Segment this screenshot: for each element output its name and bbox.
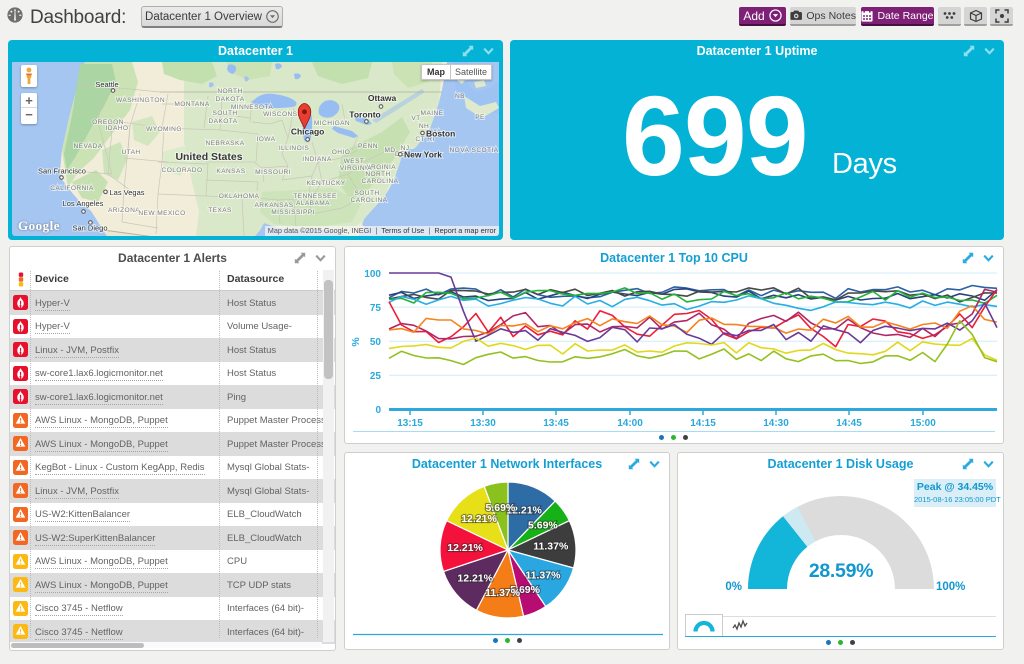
svg-text:PENN: PENN xyxy=(358,143,378,150)
svg-text:Las Vegas: Las Vegas xyxy=(110,188,145,197)
svg-text:WASHINGTON: WASHINGTON xyxy=(116,97,165,104)
svg-text:KANSAS: KANSAS xyxy=(216,168,245,175)
svg-text:75: 75 xyxy=(370,303,382,314)
svg-text:ILLINOIS: ILLINOIS xyxy=(279,145,310,152)
svg-text:KENTUCKY: KENTUCKY xyxy=(306,180,345,187)
svg-text:WISCONSIN: WISCONSIN xyxy=(263,111,305,118)
svg-text:100: 100 xyxy=(364,269,381,280)
svg-text:Seattle: Seattle xyxy=(95,80,118,89)
svg-text:NEVADA: NEVADA xyxy=(73,143,102,150)
svg-text:25: 25 xyxy=(370,371,382,382)
svg-text:50: 50 xyxy=(370,337,382,348)
svg-text:13:45: 13:45 xyxy=(543,418,569,429)
svg-text:Toronto: Toronto xyxy=(349,110,380,120)
svg-text:DAKOTA: DAKOTA xyxy=(208,118,237,125)
svg-text:11.37%: 11.37% xyxy=(485,587,521,599)
svg-text:14:00: 14:00 xyxy=(617,418,643,429)
svg-text:MICHIGAN: MICHIGAN xyxy=(314,120,350,127)
svg-text:5.69%: 5.69% xyxy=(510,584,540,596)
svg-text:CT RI: CT RI xyxy=(415,136,434,143)
svg-text:CALIFORNIA: CALIFORNIA xyxy=(50,185,94,192)
svg-text:15:00: 15:00 xyxy=(910,418,936,429)
svg-text:Chicago: Chicago xyxy=(291,127,325,137)
svg-text:DAKOTA: DAKOTA xyxy=(215,96,244,103)
svg-text:INDIANA: INDIANA xyxy=(302,156,332,163)
svg-text:WEST: WEST xyxy=(344,158,365,165)
svg-text:ARIZONA: ARIZONA xyxy=(108,207,140,214)
svg-text:TEXAS: TEXAS xyxy=(208,207,232,214)
svg-text:NJ: NJ xyxy=(401,145,410,152)
svg-text:WYOMING: WYOMING xyxy=(146,126,182,133)
svg-text:0: 0 xyxy=(375,405,381,416)
svg-text:COLORADO: COLORADO xyxy=(162,167,203,174)
svg-text:NORTH: NORTH xyxy=(365,171,390,178)
svg-text:SOUTH: SOUTH xyxy=(212,110,237,117)
svg-text:NEW MEXICO: NEW MEXICO xyxy=(138,210,185,217)
svg-text:MD: MD xyxy=(384,147,395,154)
svg-text:MISSOURI: MISSOURI xyxy=(255,169,291,176)
svg-text:TENNESSEE: TENNESSEE xyxy=(293,193,337,200)
svg-text:PE: PE xyxy=(475,114,485,121)
svg-text:Boston: Boston xyxy=(426,129,455,139)
svg-text:OREGON: OREGON xyxy=(92,119,124,126)
svg-text:12.21%: 12.21% xyxy=(447,542,483,554)
svg-text:United States: United States xyxy=(175,151,242,163)
svg-text:VIRGINIA: VIRGINIA xyxy=(340,165,372,172)
svg-text:14:45: 14:45 xyxy=(836,418,862,429)
svg-text:%: % xyxy=(350,337,362,347)
svg-text:12.21%: 12.21% xyxy=(457,572,493,584)
svg-text:CAROLINA: CAROLINA xyxy=(362,178,399,185)
svg-text:0%: 0% xyxy=(725,581,742,593)
svg-text:5.69%: 5.69% xyxy=(486,502,516,514)
svg-text:Ottawa: Ottawa xyxy=(368,93,397,103)
svg-text:San Diego: San Diego xyxy=(72,224,107,233)
svg-text:13:15: 13:15 xyxy=(397,418,423,429)
svg-text:13:30: 13:30 xyxy=(470,418,496,429)
svg-text:11.37%: 11.37% xyxy=(533,541,569,553)
svg-text:MONTANA: MONTANA xyxy=(174,101,209,108)
svg-text:NEBRASKA: NEBRASKA xyxy=(205,140,244,147)
svg-text:OHIO: OHIO xyxy=(332,149,350,156)
svg-text:New York: New York xyxy=(404,150,442,160)
svg-text:UTAH: UTAH xyxy=(121,149,140,156)
svg-text:NOVA SCOTIA: NOVA SCOTIA xyxy=(450,147,499,154)
svg-text:ARKANSAS: ARKANSAS xyxy=(254,202,293,209)
svg-text:MISSISSIPPI: MISSISSIPPI xyxy=(271,209,315,216)
svg-text:OKLAHOMA: OKLAHOMA xyxy=(219,193,260,200)
svg-text:14:30: 14:30 xyxy=(763,418,789,429)
svg-text:NORTH: NORTH xyxy=(217,88,242,95)
svg-text:ALABAMA: ALABAMA xyxy=(296,200,330,207)
svg-text:12.21%: 12.21% xyxy=(506,505,542,517)
svg-text:VIRGINIA: VIRGINIA xyxy=(364,164,396,171)
svg-text:San Francisco: San Francisco xyxy=(38,167,86,176)
svg-text:11.37%: 11.37% xyxy=(525,570,561,582)
svg-text:MA: MA xyxy=(431,129,442,136)
svg-text:MINNESOTA: MINNESOTA xyxy=(231,104,274,111)
svg-text:IOWA: IOWA xyxy=(257,136,276,143)
svg-text:CAROLINA: CAROLINA xyxy=(351,197,388,204)
svg-text:SOUTH: SOUTH xyxy=(354,190,379,197)
svg-text:14:15: 14:15 xyxy=(690,418,716,429)
svg-text:28.59%: 28.59% xyxy=(809,560,873,582)
svg-text:12.21%: 12.21% xyxy=(461,513,497,525)
svg-text:NB: NB xyxy=(455,93,465,100)
svg-text:NH: NH xyxy=(419,123,429,130)
svg-text:MAINE: MAINE xyxy=(421,110,444,117)
svg-text:Los Angeles: Los Angeles xyxy=(63,199,104,208)
svg-text:IDAHO: IDAHO xyxy=(106,125,129,132)
svg-text:VT: VT xyxy=(411,115,420,122)
svg-text:5.69%: 5.69% xyxy=(528,519,558,531)
svg-text:100%: 100% xyxy=(936,581,965,593)
